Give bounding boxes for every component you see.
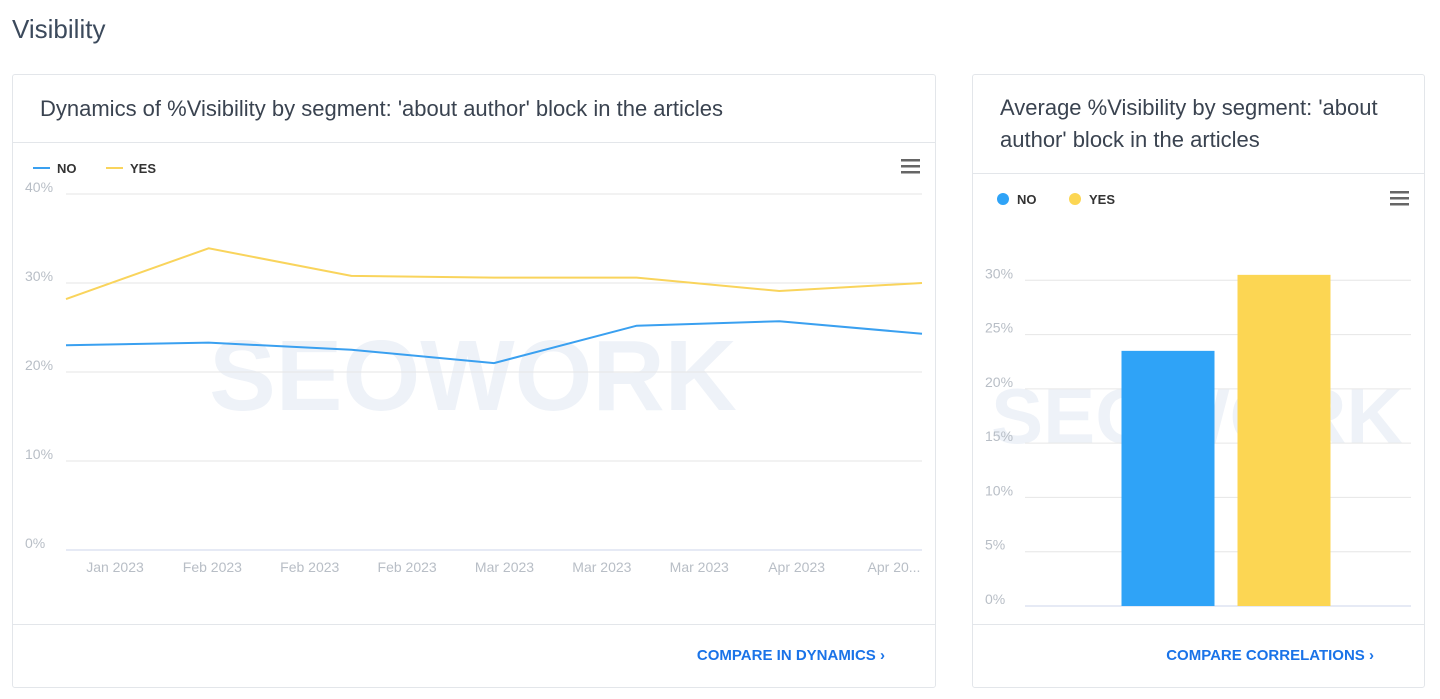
link[interactable]: COMPARE IN DYNAMICS › — [696, 647, 885, 664]
link[interactable]: COMPARE CORRELATIONS › — [1166, 647, 1374, 664]
card-title: Average %Visibility by segment: 'about a… — [1000, 95, 1378, 152]
page-title: Visibility — [12, 14, 106, 44]
divider — [973, 173, 1424, 174]
divider — [973, 624, 1424, 625]
link-text[interactable]: COMPARE CORRELATIONS — [1166, 647, 1365, 664]
divider — [13, 624, 935, 625]
divider — [13, 142, 935, 143]
card: Dynamics of %Visibility by segment: 'abo… — [12, 74, 936, 688]
link-text[interactable]: COMPARE IN DYNAMICS — [696, 647, 876, 664]
card: Average %Visibility by segment: 'about a… — [972, 74, 1425, 688]
card-title: Dynamics of %Visibility by segment: 'abo… — [40, 96, 723, 121]
